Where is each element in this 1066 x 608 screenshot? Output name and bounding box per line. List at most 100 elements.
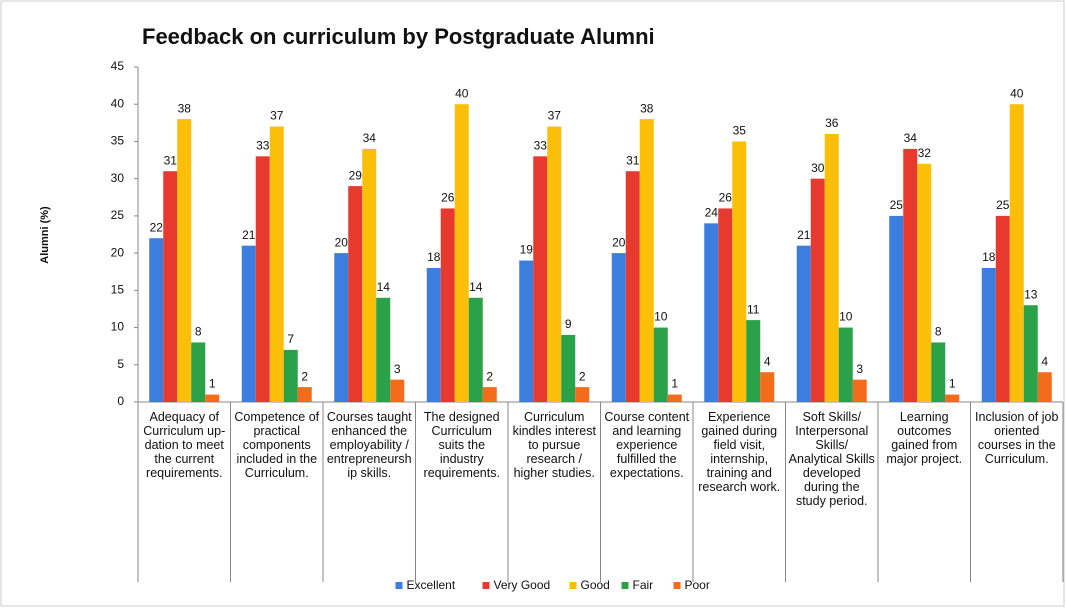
- y-tick-label: 0: [117, 394, 124, 408]
- bar: [796, 245, 811, 402]
- bar: [889, 215, 904, 402]
- data-label: 20: [335, 235, 349, 249]
- data-label: 4: [1041, 354, 1048, 368]
- bar: [903, 148, 918, 402]
- data-label: 26: [441, 191, 455, 205]
- bar: [575, 387, 590, 402]
- y-tick-label: 30: [111, 171, 125, 185]
- bar: [639, 119, 654, 402]
- data-label: 32: [918, 146, 932, 160]
- bar: [376, 297, 391, 402]
- bar: [931, 342, 946, 402]
- data-label: 4: [764, 354, 771, 368]
- bar: [824, 134, 839, 402]
- data-label: 18: [982, 250, 996, 264]
- data-label: 3: [394, 362, 401, 376]
- data-label: 10: [654, 310, 668, 324]
- data-label: 21: [797, 228, 811, 242]
- bar: [611, 253, 626, 402]
- chart-title: Feedback on curriculum by Postgraduate A…: [142, 24, 655, 49]
- bar: [149, 238, 164, 402]
- data-label: 38: [640, 101, 654, 115]
- x-tick-label: Adequacy of Curriculum up-dation to meet…: [143, 410, 226, 480]
- legend-label: Good: [581, 578, 610, 592]
- bar: [810, 178, 825, 402]
- data-label: 24: [705, 206, 719, 220]
- y-tick-label: 20: [111, 245, 125, 259]
- x-tick-label: Learning outcomes gained from major proj…: [886, 410, 963, 466]
- data-label: 34: [904, 131, 918, 145]
- x-tick-label: Courses taught enhanced the employabilit…: [326, 410, 412, 480]
- legend-swatch: [673, 582, 681, 589]
- data-label: 22: [150, 220, 164, 234]
- data-label: 40: [1010, 86, 1024, 100]
- data-label: 11: [747, 302, 760, 316]
- bar: [269, 126, 284, 403]
- bar: [177, 119, 192, 402]
- bar: [283, 349, 298, 402]
- bar: [205, 394, 220, 402]
- legend-label: Excellent: [407, 578, 456, 592]
- data-label: 8: [195, 325, 202, 339]
- data-label: 2: [486, 369, 493, 383]
- data-label: 19: [520, 243, 534, 257]
- data-label: 31: [626, 153, 640, 167]
- bar: [163, 171, 178, 402]
- data-label: 37: [548, 109, 562, 123]
- bar: [468, 297, 483, 402]
- bar: [440, 208, 455, 402]
- data-label: 34: [363, 131, 377, 145]
- bar: [981, 268, 996, 402]
- bar: [653, 327, 668, 402]
- legend-swatch: [482, 582, 490, 589]
- bar: [995, 215, 1010, 402]
- bar: [348, 186, 363, 402]
- legend-swatch: [395, 582, 403, 589]
- bar: [255, 156, 270, 402]
- bar: [704, 223, 719, 402]
- y-tick-label: 25: [111, 208, 125, 222]
- bar: [297, 387, 312, 402]
- data-label: 10: [839, 310, 853, 324]
- data-label: 35: [733, 124, 747, 138]
- data-label: 14: [377, 280, 391, 294]
- legend-label: Poor: [685, 578, 710, 592]
- legend-swatch: [569, 582, 577, 589]
- data-label: 18: [427, 250, 441, 264]
- data-label: 37: [270, 109, 284, 123]
- bar: [547, 126, 562, 403]
- data-label: 13: [1024, 287, 1038, 301]
- data-label: 31: [164, 153, 178, 167]
- y-tick-label: 45: [111, 59, 125, 73]
- x-tick-label: Course content and learning experience f…: [604, 410, 690, 480]
- data-label: 8: [935, 325, 942, 339]
- data-label: 38: [178, 101, 192, 115]
- data-label: 2: [579, 369, 586, 383]
- data-label: 20: [612, 235, 626, 249]
- bar: [1023, 305, 1038, 402]
- bar: [760, 372, 775, 402]
- bar: [667, 394, 682, 402]
- bar: [732, 141, 747, 402]
- bar: [561, 335, 576, 402]
- x-tick-label: Soft Skills/ Interpersonal Skills/ Analy…: [788, 410, 875, 508]
- y-tick-label: 10: [111, 320, 125, 334]
- data-label: 25: [996, 198, 1010, 212]
- x-tick-label: Competence of practical components inclu…: [234, 410, 320, 480]
- data-label: 14: [469, 280, 483, 294]
- data-label: 21: [242, 228, 256, 242]
- data-label: 36: [825, 116, 839, 130]
- bar: [945, 394, 960, 402]
- y-tick-label: 5: [117, 357, 124, 371]
- bar: [519, 260, 534, 402]
- bar: [362, 148, 377, 402]
- data-label: 7: [287, 332, 294, 346]
- y-tick-label: 15: [111, 283, 125, 297]
- legend-label: Very Good: [494, 578, 551, 592]
- y-tick-label: 35: [111, 134, 125, 148]
- bar: [454, 104, 469, 402]
- bar: [1009, 104, 1024, 402]
- data-label: 33: [256, 139, 270, 153]
- bar: [625, 171, 640, 402]
